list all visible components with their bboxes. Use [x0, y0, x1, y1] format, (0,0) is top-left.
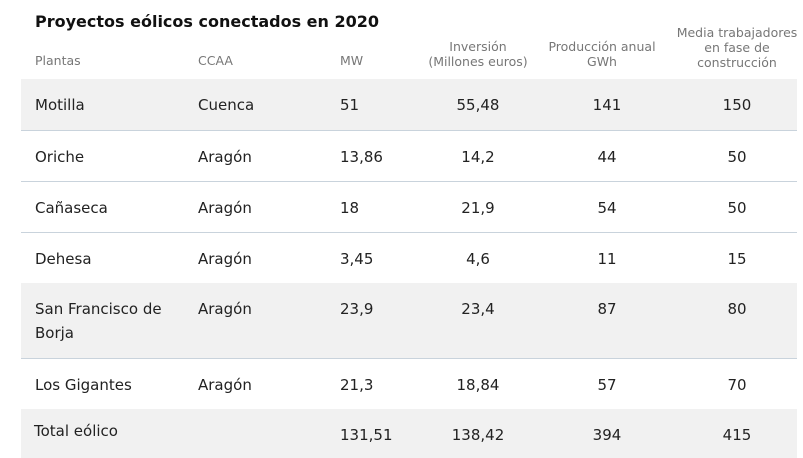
header-produccion-line1: Producción anual	[548, 39, 656, 54]
table-row: Dehesa Aragón 3,45 4,6 11 15	[21, 232, 797, 283]
cell-produccion: 44	[597, 148, 617, 166]
cell-produccion: 394	[592, 426, 622, 444]
cell-ccaa: Cuenca	[198, 96, 255, 114]
cell-produccion: 87	[597, 300, 617, 318]
header-media-line3: construcción	[697, 55, 777, 70]
cell-inversion: 18,84	[456, 376, 500, 394]
header-media-line2: en fase de	[704, 40, 770, 55]
cell-inversion: 23,4	[461, 300, 495, 318]
cell-mw: 18	[340, 199, 360, 217]
cell-ccaa: Aragón	[198, 300, 252, 318]
cell-inversion: 21,9	[461, 199, 495, 217]
cell-produccion: 54	[597, 199, 617, 217]
cell-ccaa: Aragón	[198, 148, 252, 166]
cell-planta-line1: San Francisco de	[35, 300, 162, 318]
total-row: Total eólico 131,51 138,42 394 415	[21, 409, 797, 458]
table-row: San Francisco de Borja Aragón 23,9 23,4 …	[21, 283, 797, 358]
header-inversion-line1: Inversión	[449, 39, 507, 54]
table-row: Los Gigantes Aragón 21,3 18,84 57 70	[21, 358, 797, 410]
table-row: Cañaseca Aragón 18 21,9 54 50	[21, 181, 797, 233]
cell-inversion: 14,2	[461, 148, 495, 166]
cell-mw: 23,9	[340, 300, 374, 318]
header-ccaa: CCAA	[198, 53, 233, 68]
cell-planta-line2: Borja	[35, 324, 74, 342]
header-plantas: Plantas	[35, 53, 81, 68]
cell-planta: Los Gigantes	[35, 376, 132, 394]
header-media: Media trabajadores en fase de construcci…	[668, 25, 803, 70]
cell-produccion: 57	[597, 376, 617, 394]
header-inversion-line2: (Millones euros)	[428, 54, 528, 69]
cell-planta: Cañaseca	[35, 199, 108, 217]
table-row: Motilla Cuenca 51 55,48 141 150	[21, 79, 797, 130]
table-title: Proyectos eólicos conectados en 2020	[35, 12, 380, 31]
cell-mw: 131,51	[340, 426, 393, 444]
table-row: Oriche Aragón 13,86 14,2 44 50	[21, 130, 797, 181]
cell-trabajadores: 50	[727, 148, 747, 166]
cell-mw: 3,45	[340, 250, 374, 268]
cell-planta: Oriche	[35, 148, 85, 166]
cell-planta: San Francisco de Borja	[35, 297, 162, 345]
cell-inversion: 138,42	[451, 426, 505, 444]
header-inversion: Inversión (Millones euros)	[418, 39, 538, 69]
cell-trabajadores: 70	[727, 376, 747, 394]
header-produccion: Producción anual GWh	[542, 39, 662, 69]
header-mw: MW	[340, 53, 364, 68]
cell-ccaa: Aragón	[198, 199, 252, 217]
cell-mw: 13,86	[340, 148, 383, 166]
cell-total-label: Total eólico	[34, 422, 118, 440]
cell-produccion: 11	[597, 250, 617, 268]
cell-produccion: 141	[592, 96, 622, 114]
cell-trabajadores: 50	[727, 199, 747, 217]
cell-ccaa: Aragón	[198, 250, 252, 268]
cell-mw: 51	[340, 96, 360, 114]
cell-mw: 21,3	[340, 376, 374, 394]
cell-inversion: 4,6	[466, 250, 490, 268]
header-produccion-line2: GWh	[587, 54, 617, 69]
cell-trabajadores: 80	[727, 300, 747, 318]
cell-planta: Motilla	[35, 96, 85, 114]
cell-inversion: 55,48	[456, 96, 500, 114]
cell-trabajadores: 15	[727, 250, 747, 268]
cell-ccaa: Aragón	[198, 376, 252, 394]
cell-trabajadores: 415	[722, 426, 752, 444]
header-media-line1: Media trabajadores	[676, 25, 798, 40]
cell-planta: Dehesa	[35, 250, 92, 268]
cell-trabajadores: 150	[722, 96, 752, 114]
